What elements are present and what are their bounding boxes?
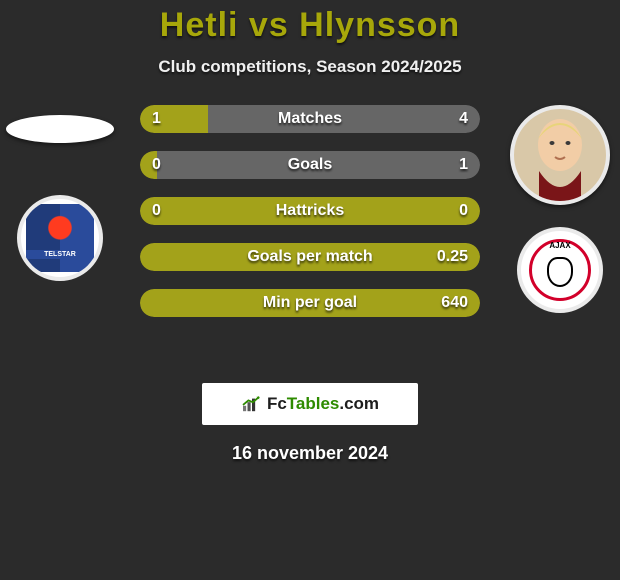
subtitle: Club competitions, Season 2024/2025 [0,57,620,77]
stat-label: Matches [140,105,480,133]
stat-label: Goals [140,151,480,179]
ajax-icon [525,235,595,305]
stat-label: Goals per match [140,243,480,271]
left-player-photo [6,115,114,143]
stat-bars: 14Matches 01Goals 00Hattricks 0.25Goals per… [140,105,480,317]
brand-tables: Tables [287,394,340,413]
face-icon [525,111,595,201]
stat-row: 00Hattricks [140,197,480,225]
comparison-panel: 14Matches 01Goals 00Hattricks 0.25Goals per… [0,105,620,365]
telstar-icon [26,204,94,272]
right-column [500,105,620,313]
date-label: 16 november 2024 [0,443,620,464]
brand-fc: Fc [267,394,287,413]
chart-icon [241,395,263,413]
right-club-badge [517,227,603,313]
right-player-photo [510,105,610,205]
stat-row: 01Goals [140,151,480,179]
stat-label: Hattricks [140,197,480,225]
watermark: FcTables.com [202,383,418,425]
page-title: Hetli vs Hlynsson [0,0,620,45]
stat-row: 0.25Goals per match [140,243,480,271]
left-column [0,105,120,281]
left-club-badge [17,195,103,281]
brand-com: .com [339,394,379,413]
stat-label: Min per goal [140,289,480,317]
stat-row: 640Min per goal [140,289,480,317]
stat-row: 14Matches [140,105,480,133]
